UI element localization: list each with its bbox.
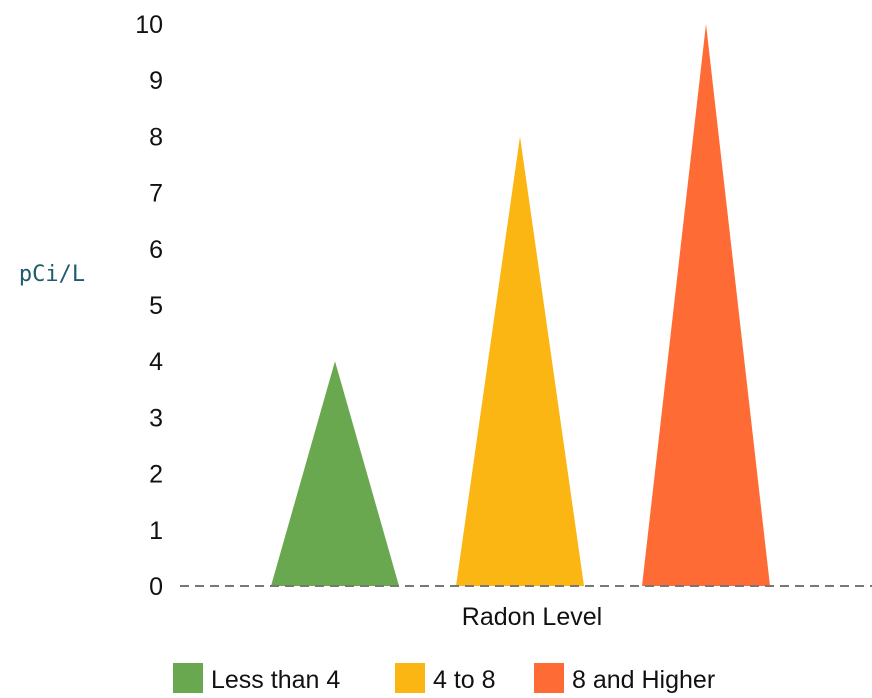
x-axis-label: Radon Level	[462, 603, 602, 631]
legend-label: Less than 4	[211, 666, 340, 694]
legend-label: 8 and Higher	[572, 666, 715, 694]
legend-label: 4 to 8	[433, 666, 496, 694]
bar-8-and-higher	[642, 24, 770, 586]
y-tick-label: 9	[149, 67, 163, 95]
y-axis-ticks: 0 1 2 3 4 5 6 7 8 9 10	[135, 11, 163, 601]
y-tick-label: 4	[149, 348, 163, 376]
legend-swatch	[173, 663, 203, 693]
bar-series	[271, 24, 770, 586]
y-tick-label: 5	[149, 292, 163, 320]
bar-4-to-8	[456, 136, 584, 586]
bar-less-than-4	[271, 361, 399, 586]
y-tick-label: 0	[149, 573, 163, 601]
y-axis-label: pCi/L	[19, 262, 85, 287]
y-tick-label: 8	[149, 123, 163, 151]
legend: Less than 4 4 to 8 8 and Higher	[173, 663, 715, 694]
legend-swatch	[534, 663, 564, 693]
y-tick-label: 7	[149, 180, 163, 208]
legend-swatch	[395, 663, 425, 693]
y-tick-label: 1	[149, 517, 163, 545]
y-tick-label: 2	[149, 461, 163, 489]
y-tick-label: 6	[149, 236, 163, 264]
y-tick-label: 3	[149, 404, 163, 432]
y-tick-label: 10	[135, 11, 163, 39]
